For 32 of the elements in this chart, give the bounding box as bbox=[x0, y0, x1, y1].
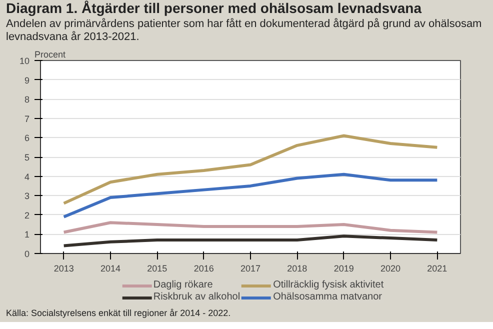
y-tick-label: 7 bbox=[24, 114, 30, 124]
chart-subtitle: Andelen av primärvårdens patienter som har fått en dokumenterad åtgärd på grund av ohälsosam levnadsvana år 2013-2021. bbox=[6, 18, 483, 44]
legend-label: Daglig rökare bbox=[153, 280, 213, 290]
legend-label: Ohälsosamma matvanor bbox=[273, 292, 382, 302]
x-tick-label: 2018 bbox=[287, 264, 308, 274]
chart-title: Diagram 1. Åtgärder till personer med ohälsosam levnadsvana bbox=[6, 0, 422, 16]
x-tick-label: 2014 bbox=[100, 264, 121, 274]
y-tick-label: 0 bbox=[24, 249, 30, 259]
x-tick-label: 2019 bbox=[334, 264, 354, 274]
x-tick-label: 2013 bbox=[54, 264, 74, 274]
y-tick-label: 5 bbox=[24, 152, 30, 162]
legend-label: Otillräcklig fysisk aktivitet bbox=[273, 280, 384, 290]
x-tick-label: 2016 bbox=[194, 264, 214, 274]
legend-label: Riskbruk av alkohol bbox=[153, 292, 240, 302]
y-tick-label: 1 bbox=[24, 230, 30, 240]
line-series bbox=[62, 134, 439, 205]
y-tick-label: 6 bbox=[24, 133, 30, 144]
line-series bbox=[62, 221, 439, 234]
line-series bbox=[62, 172, 439, 218]
y-axis-title: Procent bbox=[34, 50, 66, 60]
y-tick-label: 10 bbox=[19, 56, 30, 66]
x-tick-label: 2021 bbox=[427, 264, 448, 274]
text: Källa: Socialstyrelsens enkät till regioner år 2014 - 2022. bbox=[6, 308, 231, 318]
y-tick-label: 3 bbox=[24, 191, 30, 202]
y-tick-label: 9 bbox=[24, 75, 30, 86]
x-tick-label: 2020 bbox=[380, 264, 401, 274]
y-tick-label: 4 bbox=[24, 172, 30, 182]
line-series bbox=[62, 234, 439, 248]
x-tick-label: 2017 bbox=[240, 264, 261, 274]
y-tick-label: 8 bbox=[24, 94, 30, 105]
x-tick-label: 2015 bbox=[147, 264, 168, 274]
y-tick-label: 2 bbox=[24, 210, 30, 220]
